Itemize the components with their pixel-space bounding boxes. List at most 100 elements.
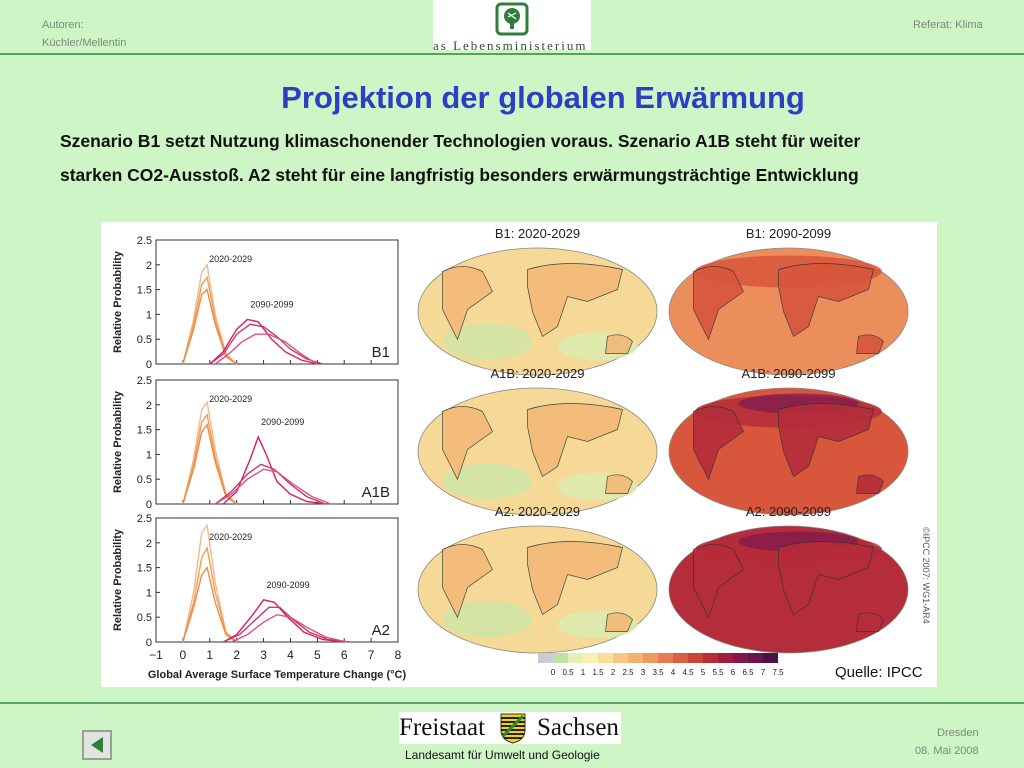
header-rule — [0, 53, 1024, 55]
colorbar-label: 0.5 — [562, 668, 574, 677]
copyright-label: ©IPCC 2007: WG1-AR4 — [921, 527, 931, 624]
authors-names: Küchler/Mellentin — [42, 37, 127, 49]
series-curve-2090-2099 — [209, 323, 323, 365]
colorbar-swatch — [568, 653, 583, 663]
colorbar-label: 7.5 — [772, 668, 784, 677]
page-title: Projektion der globalen Erwärmung — [281, 80, 805, 115]
continent-eurasia-africa — [778, 541, 874, 616]
plot-frame-b1 — [155, 239, 399, 365]
y-tick-label: 1.5 — [137, 285, 152, 297]
map-title: A1B: 2090-2099 — [742, 366, 836, 381]
y-tick-label: 0 — [146, 499, 152, 511]
colorbar-label: 4 — [671, 668, 676, 677]
colorbar-label: 2 — [611, 668, 616, 677]
continent-eurasia-africa — [527, 263, 623, 338]
coat-of-arms-icon — [500, 713, 526, 744]
y-tick-label: 1.5 — [137, 563, 152, 575]
y-axis-label: Relative Probability — [112, 250, 124, 353]
colorbar-swatch — [598, 653, 613, 663]
colorbar-swatch — [658, 653, 673, 663]
series-curve-2020-2029 — [182, 412, 238, 505]
plot-frame-a2 — [155, 517, 399, 643]
x-tick-label: 4 — [287, 648, 294, 662]
series-curve-2090-2099 — [222, 599, 345, 643]
x-tick-label: 8 — [395, 648, 402, 662]
continent-americas — [442, 266, 493, 341]
x-tick-label: 3 — [260, 648, 267, 662]
footer-rule — [0, 702, 1024, 704]
map-title: A1B: 2020-2029 — [491, 366, 585, 381]
x-tick-label: 5 — [314, 648, 321, 662]
colorbar-swatch — [643, 653, 658, 663]
colorbar-label: 1.5 — [592, 668, 604, 677]
state-logo: Freistaat Sachsen — [399, 712, 621, 744]
plot-frame-a1b — [155, 379, 399, 505]
continent-australia — [856, 612, 884, 632]
y-tick-label: 2 — [146, 260, 152, 272]
colorbar-label: 5.5 — [712, 668, 724, 677]
colorbar-swatch — [538, 653, 553, 663]
x-tick-label: −1 — [149, 648, 163, 662]
series-curve-2090-2099 — [209, 318, 318, 365]
colorbar-label: 5 — [701, 668, 706, 677]
y-tick-label: 0.5 — [137, 474, 152, 486]
footer-date: 08. Mai 2008 — [915, 745, 979, 757]
continent-australia — [605, 474, 633, 494]
colorbar-label: 7 — [761, 668, 766, 677]
agency-name: Landesamt für Umwelt und Geologie — [405, 748, 600, 762]
continent-eurasia-africa — [527, 541, 623, 616]
colorbar-label: 4.5 — [682, 668, 694, 677]
series-curve-2090-2099 — [231, 613, 348, 643]
ministry-logo: as Lebensministerium — [433, 0, 591, 50]
series-label: 2090-2099 — [250, 299, 293, 309]
x-tick-label: 0 — [180, 648, 187, 662]
back-button[interactable] — [82, 730, 112, 760]
x-tick-label: 6 — [341, 648, 348, 662]
y-tick-label: 2 — [146, 400, 152, 412]
colorbar-swatch — [703, 653, 718, 663]
y-axis-label: Relative Probability — [112, 390, 124, 493]
continent-eurasia-africa — [527, 403, 623, 478]
subtitle: Szenario B1 setzt Nutzung klimaschonende… — [60, 124, 990, 192]
y-tick-label: 0.5 — [137, 612, 152, 624]
y-tick-label: 1.5 — [137, 425, 152, 437]
scenario-label: B1 — [372, 344, 390, 361]
y-tick-label: 2.5 — [137, 235, 152, 247]
y-tick-label: 0 — [146, 637, 152, 649]
ipcc-figure-svg: 0 0.5 1 1.5 2 2.5 Relative Probability B1 2020-2… — [112, 226, 931, 681]
subtitle-line-1: Szenario B1 setzt Nutzung klimaschonende… — [60, 131, 861, 151]
back-arrow-icon — [91, 737, 103, 753]
ocean-cool-region — [442, 463, 533, 500]
continent-americas — [693, 266, 744, 341]
colorbar-label: 3 — [641, 668, 646, 677]
colorbar-swatch — [688, 653, 703, 663]
colorbar-swatch — [613, 653, 628, 663]
y-tick-label: 0.5 — [137, 334, 152, 346]
continent-americas — [442, 544, 493, 619]
continent-americas — [693, 544, 744, 619]
source-label: Quelle: IPCC — [835, 664, 923, 681]
series-label: 2020-2029 — [209, 254, 252, 264]
continent-americas — [442, 406, 493, 481]
ocean-cool-region — [442, 601, 533, 638]
x-tick-label: 2 — [233, 648, 240, 662]
x-tick-label: 7 — [368, 648, 375, 662]
continent-australia — [605, 334, 633, 354]
continent-australia — [605, 612, 633, 632]
colorbar-label: 6.5 — [742, 668, 754, 677]
continent-eurasia-africa — [778, 403, 874, 478]
x-axis-label: Global Average Surface Temperature Chang… — [148, 669, 407, 681]
colorbar-swatch — [763, 653, 778, 663]
map-title: B1: 2020-2029 — [495, 226, 580, 241]
series-curve-2020-2029 — [182, 263, 238, 365]
x-tick-label: 1 — [206, 648, 213, 662]
series-curve-2020-2029 — [182, 275, 238, 365]
series-curve-2090-2099 — [214, 463, 326, 505]
colorbar-label: 6 — [731, 668, 736, 677]
colorbar-swatch — [733, 653, 748, 663]
map-title: A2: 2020-2029 — [495, 504, 580, 519]
y-tick-label: 1 — [146, 449, 152, 461]
y-axis-label: Relative Probability — [112, 528, 124, 631]
continent-australia — [856, 334, 884, 354]
ocean-cool-region — [442, 323, 533, 360]
